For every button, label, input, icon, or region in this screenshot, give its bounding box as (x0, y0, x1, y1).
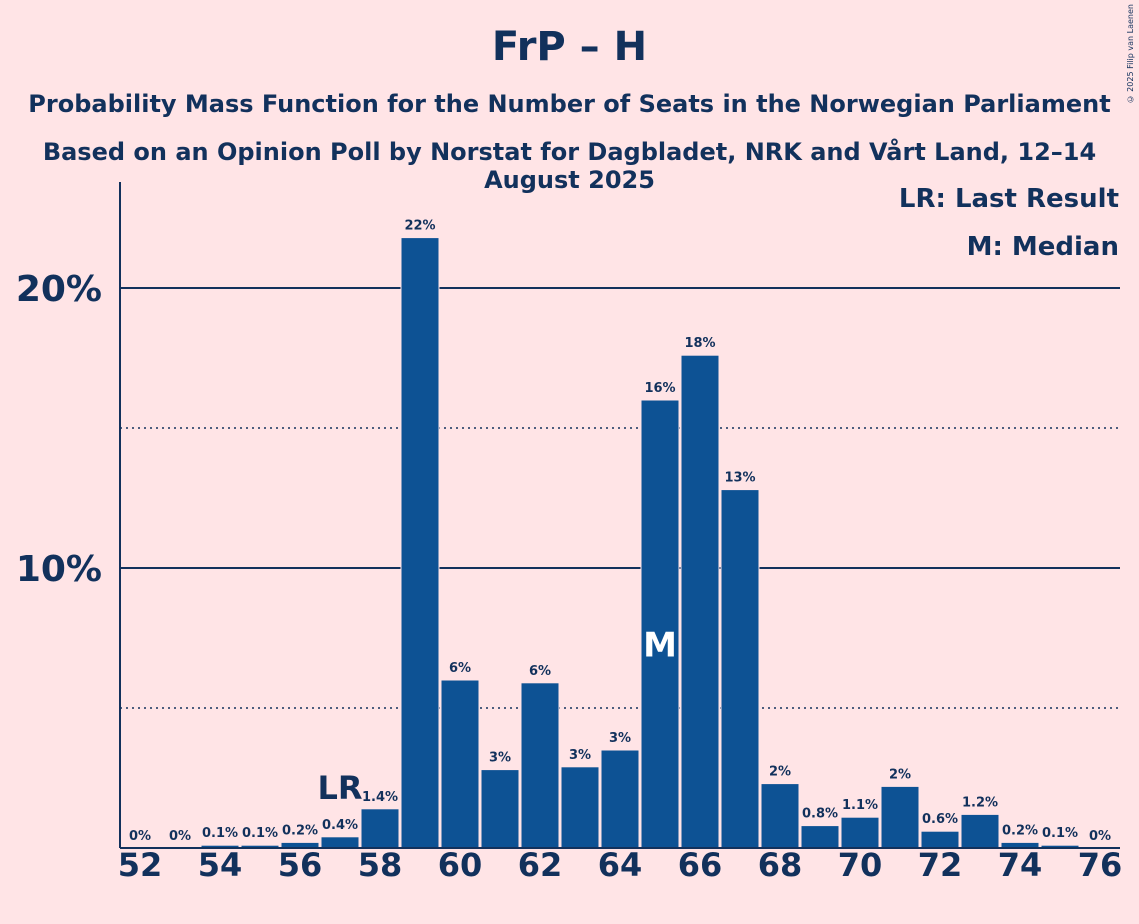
bar (400, 237, 440, 849)
data-label: 1.2% (962, 795, 998, 810)
bar (720, 489, 760, 849)
bar (680, 354, 720, 849)
bar (360, 808, 400, 849)
data-label: 18% (684, 336, 715, 351)
bar (320, 836, 360, 849)
data-label: 16% (644, 381, 675, 396)
chart-subtitle-poll: Based on an Opinion Poll by Norstat for … (42, 138, 1097, 194)
bar (520, 682, 560, 849)
data-label: 6% (449, 661, 471, 676)
median-marker: M (643, 625, 677, 665)
data-label: 0.2% (282, 823, 318, 838)
bar (800, 825, 840, 849)
y-tick-label: 20% (16, 269, 102, 310)
data-label: 0% (1089, 829, 1111, 844)
data-label: 6% (529, 664, 551, 679)
data-label: 0.1% (242, 826, 278, 841)
data-label: 0.1% (202, 826, 238, 841)
bar (640, 399, 680, 849)
bar (840, 816, 880, 849)
data-label: 1.1% (842, 798, 878, 813)
data-label: 0.1% (1042, 826, 1078, 841)
data-label: 2% (889, 767, 911, 782)
data-label: 3% (489, 751, 511, 766)
x-tick-label: 66 (678, 846, 723, 884)
bar (760, 783, 800, 849)
data-label: 0.2% (1002, 823, 1038, 838)
x-tick-label: 72 (918, 846, 963, 884)
data-label: 2% (769, 765, 791, 780)
x-tick-label: 52 (118, 846, 163, 884)
x-tick-label: 76 (1078, 846, 1123, 884)
x-tick-label: 70 (838, 846, 883, 884)
x-tick-label: 62 (518, 846, 563, 884)
data-label: 13% (724, 471, 755, 486)
data-label: 0.8% (802, 807, 838, 822)
bar (960, 813, 1000, 849)
x-tick-label: 60 (438, 846, 483, 884)
x-tick-label: 68 (758, 846, 803, 884)
data-label: 0% (129, 829, 151, 844)
data-label: 22% (404, 219, 435, 234)
bar (600, 749, 640, 849)
data-label: 0.4% (322, 818, 358, 833)
bar (880, 785, 920, 849)
y-tick-label: 10% (16, 549, 102, 590)
last-result-marker: LR (317, 769, 362, 807)
legend-last-result: LR: Last Result (898, 184, 1119, 214)
bar (480, 769, 520, 849)
data-label: 3% (609, 731, 631, 746)
x-tick-label: 64 (598, 846, 643, 884)
data-label: 0% (169, 829, 191, 844)
data-label: 0.6% (922, 812, 958, 827)
bar (440, 679, 480, 849)
data-label: 1.4% (362, 790, 398, 805)
x-tick-label: 74 (998, 846, 1043, 884)
chart-title: FrP – H (491, 24, 648, 70)
bar (560, 766, 600, 849)
x-tick-label: 58 (358, 846, 403, 884)
data-label: 3% (569, 748, 591, 763)
legend-median: M: Median (966, 232, 1119, 262)
chart-subtitle: Probability Mass Function for the Number… (28, 90, 1111, 118)
x-tick-label: 56 (278, 846, 323, 884)
x-tick-label: 54 (198, 846, 243, 884)
